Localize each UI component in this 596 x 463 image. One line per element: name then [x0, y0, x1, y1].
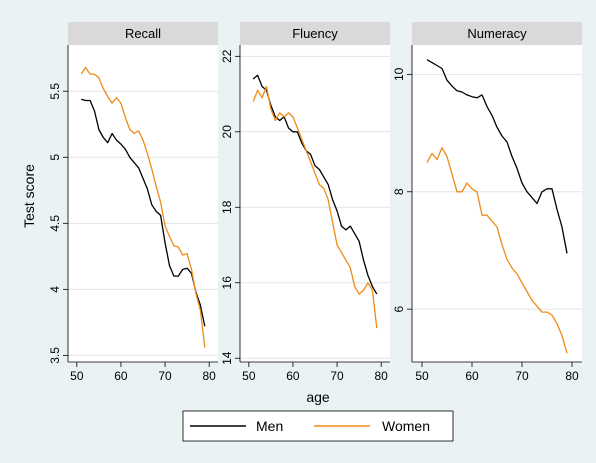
x-tick-label: 60 — [465, 369, 479, 383]
x-tick-label: 50 — [242, 369, 256, 383]
y-axis-title: Test score — [21, 164, 37, 228]
x-axis-title: age — [306, 389, 330, 405]
y-tick-label: 4.5 — [48, 215, 62, 232]
series-line-men — [81, 98, 206, 327]
series-line-men — [426, 59, 568, 254]
x-tick-label: 80 — [374, 369, 388, 383]
legend-label-men: Men — [256, 418, 283, 434]
series-line-women — [252, 85, 378, 329]
panel-strip — [68, 22, 218, 45]
legend-label-women: Women — [382, 418, 430, 434]
x-tick-label: 60 — [114, 369, 128, 383]
x-tick-label: 80 — [565, 369, 579, 383]
x-tick-label: 60 — [286, 369, 300, 383]
x-tick-label: 70 — [158, 369, 172, 383]
x-tick-label: 80 — [202, 369, 216, 383]
plot-area — [412, 45, 582, 362]
plot-area — [240, 45, 390, 362]
y-tick-label: 4 — [48, 286, 62, 293]
panels: Recall 3.5 4 4.5 5 5.5 50 60 70 80 Fluency 14 16 18 20… — [48, 22, 582, 383]
y-tick-label: 20 — [220, 125, 234, 139]
y-tick-label: 14 — [220, 351, 234, 365]
panel-strip — [412, 22, 582, 45]
panel-numeracy: Numeracy 6 8 10 50 60 70 80 — [392, 22, 582, 383]
plot-area — [68, 45, 218, 362]
series-line-men — [252, 74, 378, 295]
x-tick-label: 70 — [515, 369, 529, 383]
y-tick-label: 10 — [392, 67, 406, 81]
panel-fluency: Fluency 14 16 18 20 22 50 60 70 80 — [220, 22, 390, 383]
y-tick-label: 16 — [220, 276, 234, 290]
y-tick-label: 22 — [220, 49, 234, 63]
x-tick-label: 70 — [330, 369, 344, 383]
series-line-women — [426, 147, 568, 354]
panel-recall: Recall 3.5 4 4.5 5 5.5 50 60 70 80 — [48, 22, 218, 383]
panel-title: Recall — [125, 26, 161, 41]
y-tick-label: 6 — [392, 306, 406, 313]
y-tick-label: 5 — [48, 154, 62, 161]
panel-title: Numeracy — [467, 26, 527, 41]
legend: Men Women — [182, 410, 454, 442]
series-line-women — [80, 66, 206, 348]
x-tick-label: 50 — [70, 369, 84, 383]
panel-title: Fluency — [292, 26, 338, 41]
y-tick-label: 3.5 — [48, 347, 62, 364]
x-tick-label: 50 — [415, 369, 429, 383]
panel-strip — [240, 22, 390, 45]
y-tick-label: 8 — [392, 188, 406, 195]
y-tick-label: 18 — [220, 200, 234, 214]
y-tick-label: 5.5 — [48, 83, 62, 100]
